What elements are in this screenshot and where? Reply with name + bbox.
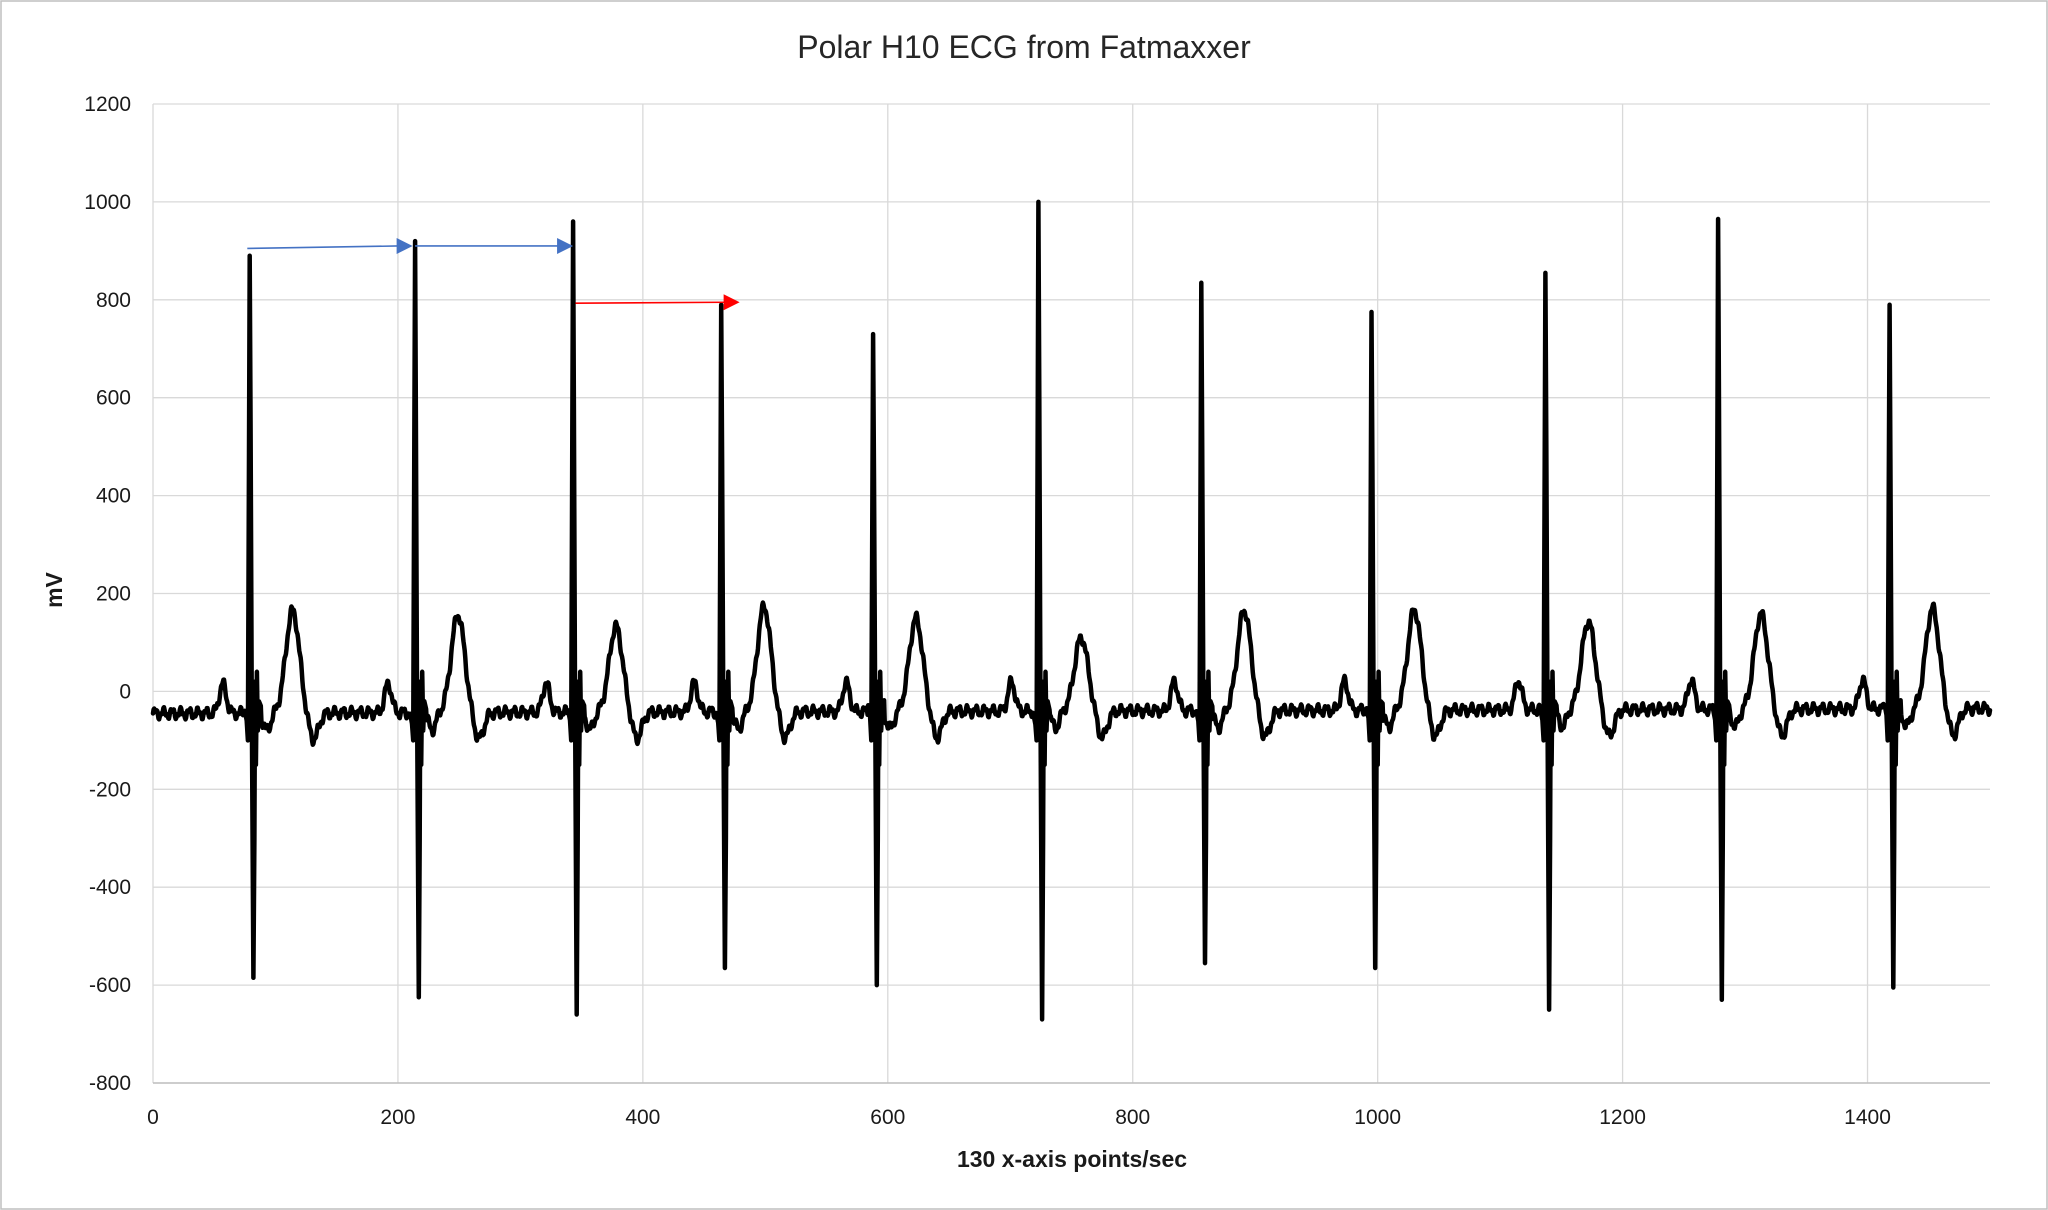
arrow-shaft [247, 245, 399, 250]
x-tick-label: 200 [380, 1106, 415, 1129]
x-tick-label: 0 [147, 1106, 159, 1129]
y-tick-label: -800 [89, 1072, 131, 1095]
interval-arrow [575, 294, 740, 311]
y-tick-label: 600 [96, 387, 131, 410]
arrow-head [723, 294, 740, 311]
x-tick-labels: 0 200 400 600 800 1000 1200 1400 [147, 1106, 1891, 1129]
y-tick-label: -400 [89, 876, 131, 899]
y-tick-label: 1200 [84, 93, 131, 116]
x-tick-label: 600 [870, 1106, 905, 1129]
arrow-head [557, 237, 574, 254]
interval-arrow [247, 237, 413, 254]
ecg-series [150, 199, 1993, 1022]
y-tick-label: -200 [89, 778, 131, 801]
arrow-shaft [575, 301, 726, 305]
x-tick-label: 400 [625, 1106, 660, 1129]
y-axis-label: mV [41, 571, 67, 607]
chart-title: Polar H10 ECG from Fatmaxxer [797, 29, 1251, 65]
gridlines [152, 103, 1990, 1084]
y-tick-label: 0 [119, 680, 131, 703]
y-tick-label: 400 [96, 485, 131, 508]
interval-arrow [415, 237, 574, 254]
x-tick-label: 800 [1115, 1106, 1150, 1129]
x-tick-label: 1200 [1599, 1106, 1646, 1129]
x-tick-label: 1000 [1354, 1106, 1401, 1129]
x-tick-label: 1400 [1844, 1106, 1891, 1129]
y-tick-label: -600 [89, 974, 131, 997]
y-tick-label: 200 [96, 583, 131, 606]
arrow-head [396, 237, 413, 254]
interval-arrows [247, 237, 740, 311]
y-tick-label: 1000 [84, 191, 131, 214]
ecg-line [150, 199, 1993, 1022]
y-tick-label: 800 [96, 289, 131, 312]
y-tick-labels: -800 -600 -400 -200 0 200 400 600 800 1000 1200 [84, 93, 131, 1095]
x-axis-label: 130 x-axis points/sec [957, 1146, 1187, 1172]
